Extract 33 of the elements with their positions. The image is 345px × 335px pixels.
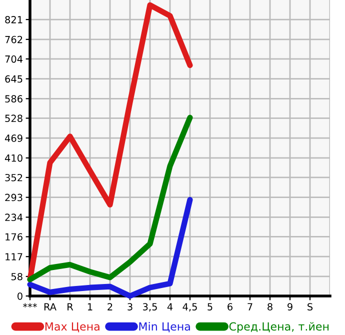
x-tick-label: ***: [23, 303, 37, 308]
x-tick-label: R: [68, 303, 74, 310]
x-tick-label: 4: [167, 303, 173, 310]
x-tick-label: 4,5: [182, 303, 197, 312]
legend-label: Сред.Цена, т.йен: [229, 322, 329, 333]
x-tick-label: 8: [268, 303, 272, 310]
y-tick-label: 586: [5, 95, 22, 102]
x-tick-label: 9: [288, 303, 292, 310]
y-tick-label: 352: [5, 174, 22, 182]
x-tick-label: 1: [88, 303, 92, 310]
y-tick-label: 410: [4, 154, 22, 162]
y-tick-label: 0: [18, 292, 22, 300]
legend-label: Min Цена: [139, 322, 190, 332]
y-tick-label: 58: [11, 272, 22, 280]
y-tick-label: 293: [5, 194, 22, 202]
x-tick-label: 2: [108, 303, 112, 310]
x-tick-label: S: [308, 303, 313, 310]
x-tick-label: 5: [208, 303, 212, 310]
x-tick-label: 6: [228, 303, 232, 310]
legend-label: Max Цена: [45, 322, 100, 332]
y-tick-label: 821: [5, 16, 22, 24]
y-tick-label: 762: [5, 36, 22, 44]
y-tick-label: 234: [5, 214, 23, 222]
y-tick-label: 645: [5, 75, 22, 83]
x-tick-label: 3: [128, 303, 132, 310]
y-tick-label: 117: [6, 253, 22, 260]
x-tick-label: RA: [44, 303, 56, 310]
y-tick-label: 704: [5, 55, 23, 63]
y-tick-label: 528: [5, 114, 22, 122]
y-tick-label: 176: [6, 233, 22, 241]
x-tick-label: 7: [248, 303, 252, 310]
y-tick-label: 469: [4, 134, 22, 142]
x-tick-label: 3,5: [143, 303, 157, 312]
